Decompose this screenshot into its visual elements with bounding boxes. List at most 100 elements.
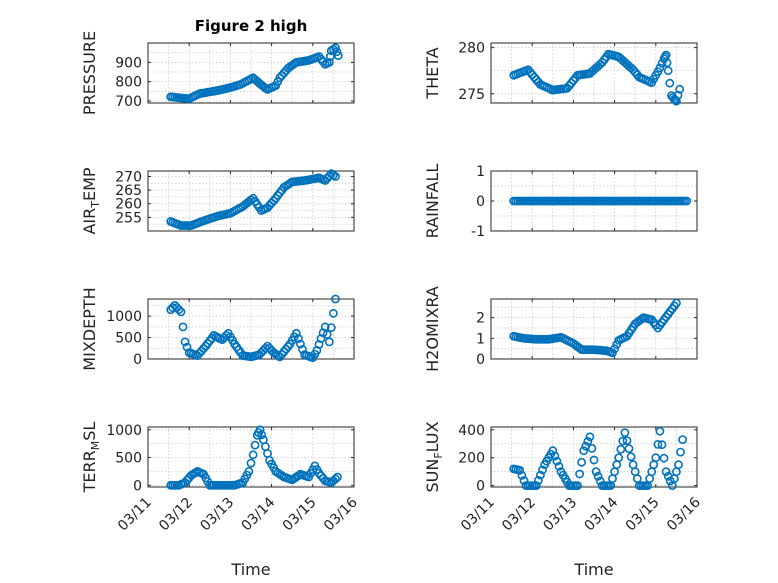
data-point [653,439,663,449]
data-point [577,457,586,467]
data-point [675,84,685,94]
data-point [616,444,626,454]
data-point [637,314,646,324]
data-point [662,58,672,68]
data-point [331,474,340,484]
data-point [295,339,305,349]
data-point [573,481,582,490]
data-point [678,435,687,444]
y-axis-label: AIRTEMP [80,167,102,234]
data-point [624,444,634,453]
data-point [255,425,265,435]
data-point [651,453,661,463]
x-tick-label: 03/11 [458,495,498,535]
panel-rainfall: -1 0 1 RAINFALL [423,164,698,240]
data-point [246,458,256,468]
data-point [324,337,334,347]
data-point [657,440,667,450]
data-point [534,475,543,485]
data-point [525,67,535,77]
data-point [552,456,562,466]
data-point [626,452,636,462]
x-tick-label: 03/16 [321,494,361,534]
x-tick-label: 03/15 [623,495,663,535]
data-point [538,465,547,475]
y-tick-label: 265 [115,183,142,199]
data-point [328,308,338,318]
data-point [579,446,589,456]
y-tick-label: 500 [115,331,142,347]
data-point [332,47,342,57]
data-point [587,443,597,453]
data-point [659,453,669,463]
y-tick-label: 400 [458,423,485,439]
data-point [614,453,624,463]
y-axis-label: RAINFALL [423,164,442,239]
y-axis-label: SUNFLUX [423,421,445,492]
y-tick-label: 0 [133,352,142,368]
data-point [269,196,279,206]
data-point [682,196,692,206]
data-point [673,90,683,100]
data-point [331,172,340,181]
y-tick-label: 1000 [106,309,142,325]
x-axis-label-left: Time [230,560,270,579]
axes-box [147,426,355,488]
data-point [291,328,301,338]
data-point [333,51,343,60]
data-point [645,474,654,483]
data-point [672,298,681,308]
y-axis-label: TERRMSL [80,422,102,494]
y-tick-label: 0 [476,479,485,495]
data-point [676,447,685,457]
data-point [298,344,307,354]
y-tick-label: 1 [476,164,485,180]
data-point [608,474,617,483]
x-tick-label: 03/13 [540,495,580,535]
data-point [324,171,334,181]
y-tick-label: 700 [115,94,142,110]
data-point [661,467,671,477]
data-point [628,460,638,470]
data-point [591,467,601,477]
panel-pressure: 700 800 900 PRESSURE [80,31,355,115]
data-point [632,474,642,483]
data-point [612,460,622,470]
data-point [674,460,683,470]
panel-theta: 275 280 THETA [423,41,698,106]
data-point [182,342,192,352]
data-point [178,322,188,332]
axes-box [490,298,698,360]
panel-terr: 0 500 1000 03/11 03/12 03/13 03/14 03/15 03/16 TE… [80,422,361,535]
data-point [244,466,254,476]
y-axis-label: H2OMIXRA [423,286,442,372]
x-axis-label-right: Time [573,560,613,579]
data-point [583,436,593,446]
data-point [180,337,190,347]
data-point [273,350,283,360]
data-point [333,472,342,482]
data-point [589,455,599,465]
panel-h2omixra: 0 1 2 H2OMIXRA [423,286,698,372]
y-tick-label: 275 [458,87,485,103]
y-tick-label: 1 [476,331,485,347]
axes-box [490,426,698,488]
data-point [618,436,628,446]
axes-box [147,170,355,232]
panel-sun: 0 200 400 03/11 03/12 03/13 03/14 03/15 03/16 SUN… [423,421,704,534]
data-point [250,440,260,450]
data-point [221,330,231,340]
y-tick-label: 0 [133,478,142,494]
x-tick-label: 03/16 [664,494,704,534]
y-tick-label: 255 [115,210,142,226]
data-point [325,52,335,61]
data-point [257,430,267,440]
data-point [293,334,303,343]
data-point [548,446,558,456]
axes-box [147,42,355,104]
axes-box [490,42,698,104]
y-tick-label: 270 [115,169,142,185]
data-point [331,43,340,53]
data-point [610,344,619,354]
